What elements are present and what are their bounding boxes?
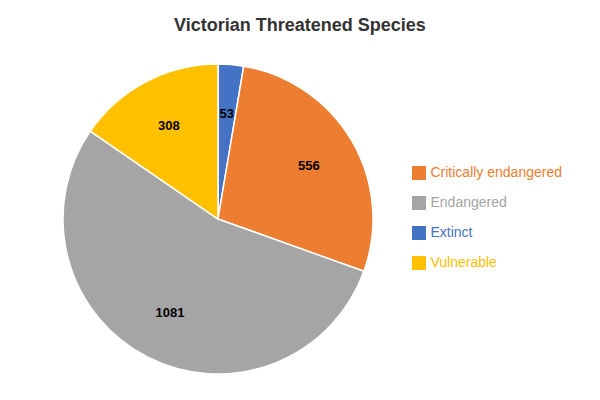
html-text:Victorian Threatened Species: Victorian Threatened Species: [174, 15, 426, 35]
svg-text:556: 556: [298, 158, 320, 173]
html-text:Vulnerable: Vulnerable: [430, 254, 497, 270]
html-text:Critically endangered: Critically endangered: [430, 164, 562, 180]
svg-text:1081: 1081: [155, 305, 184, 320]
html-text:Extinct: Extinct: [430, 224, 473, 240]
html-text:Endangered: Endangered: [430, 194, 507, 210]
svg-text:53: 53: [220, 106, 234, 121]
svg-text:308: 308: [158, 118, 180, 133]
